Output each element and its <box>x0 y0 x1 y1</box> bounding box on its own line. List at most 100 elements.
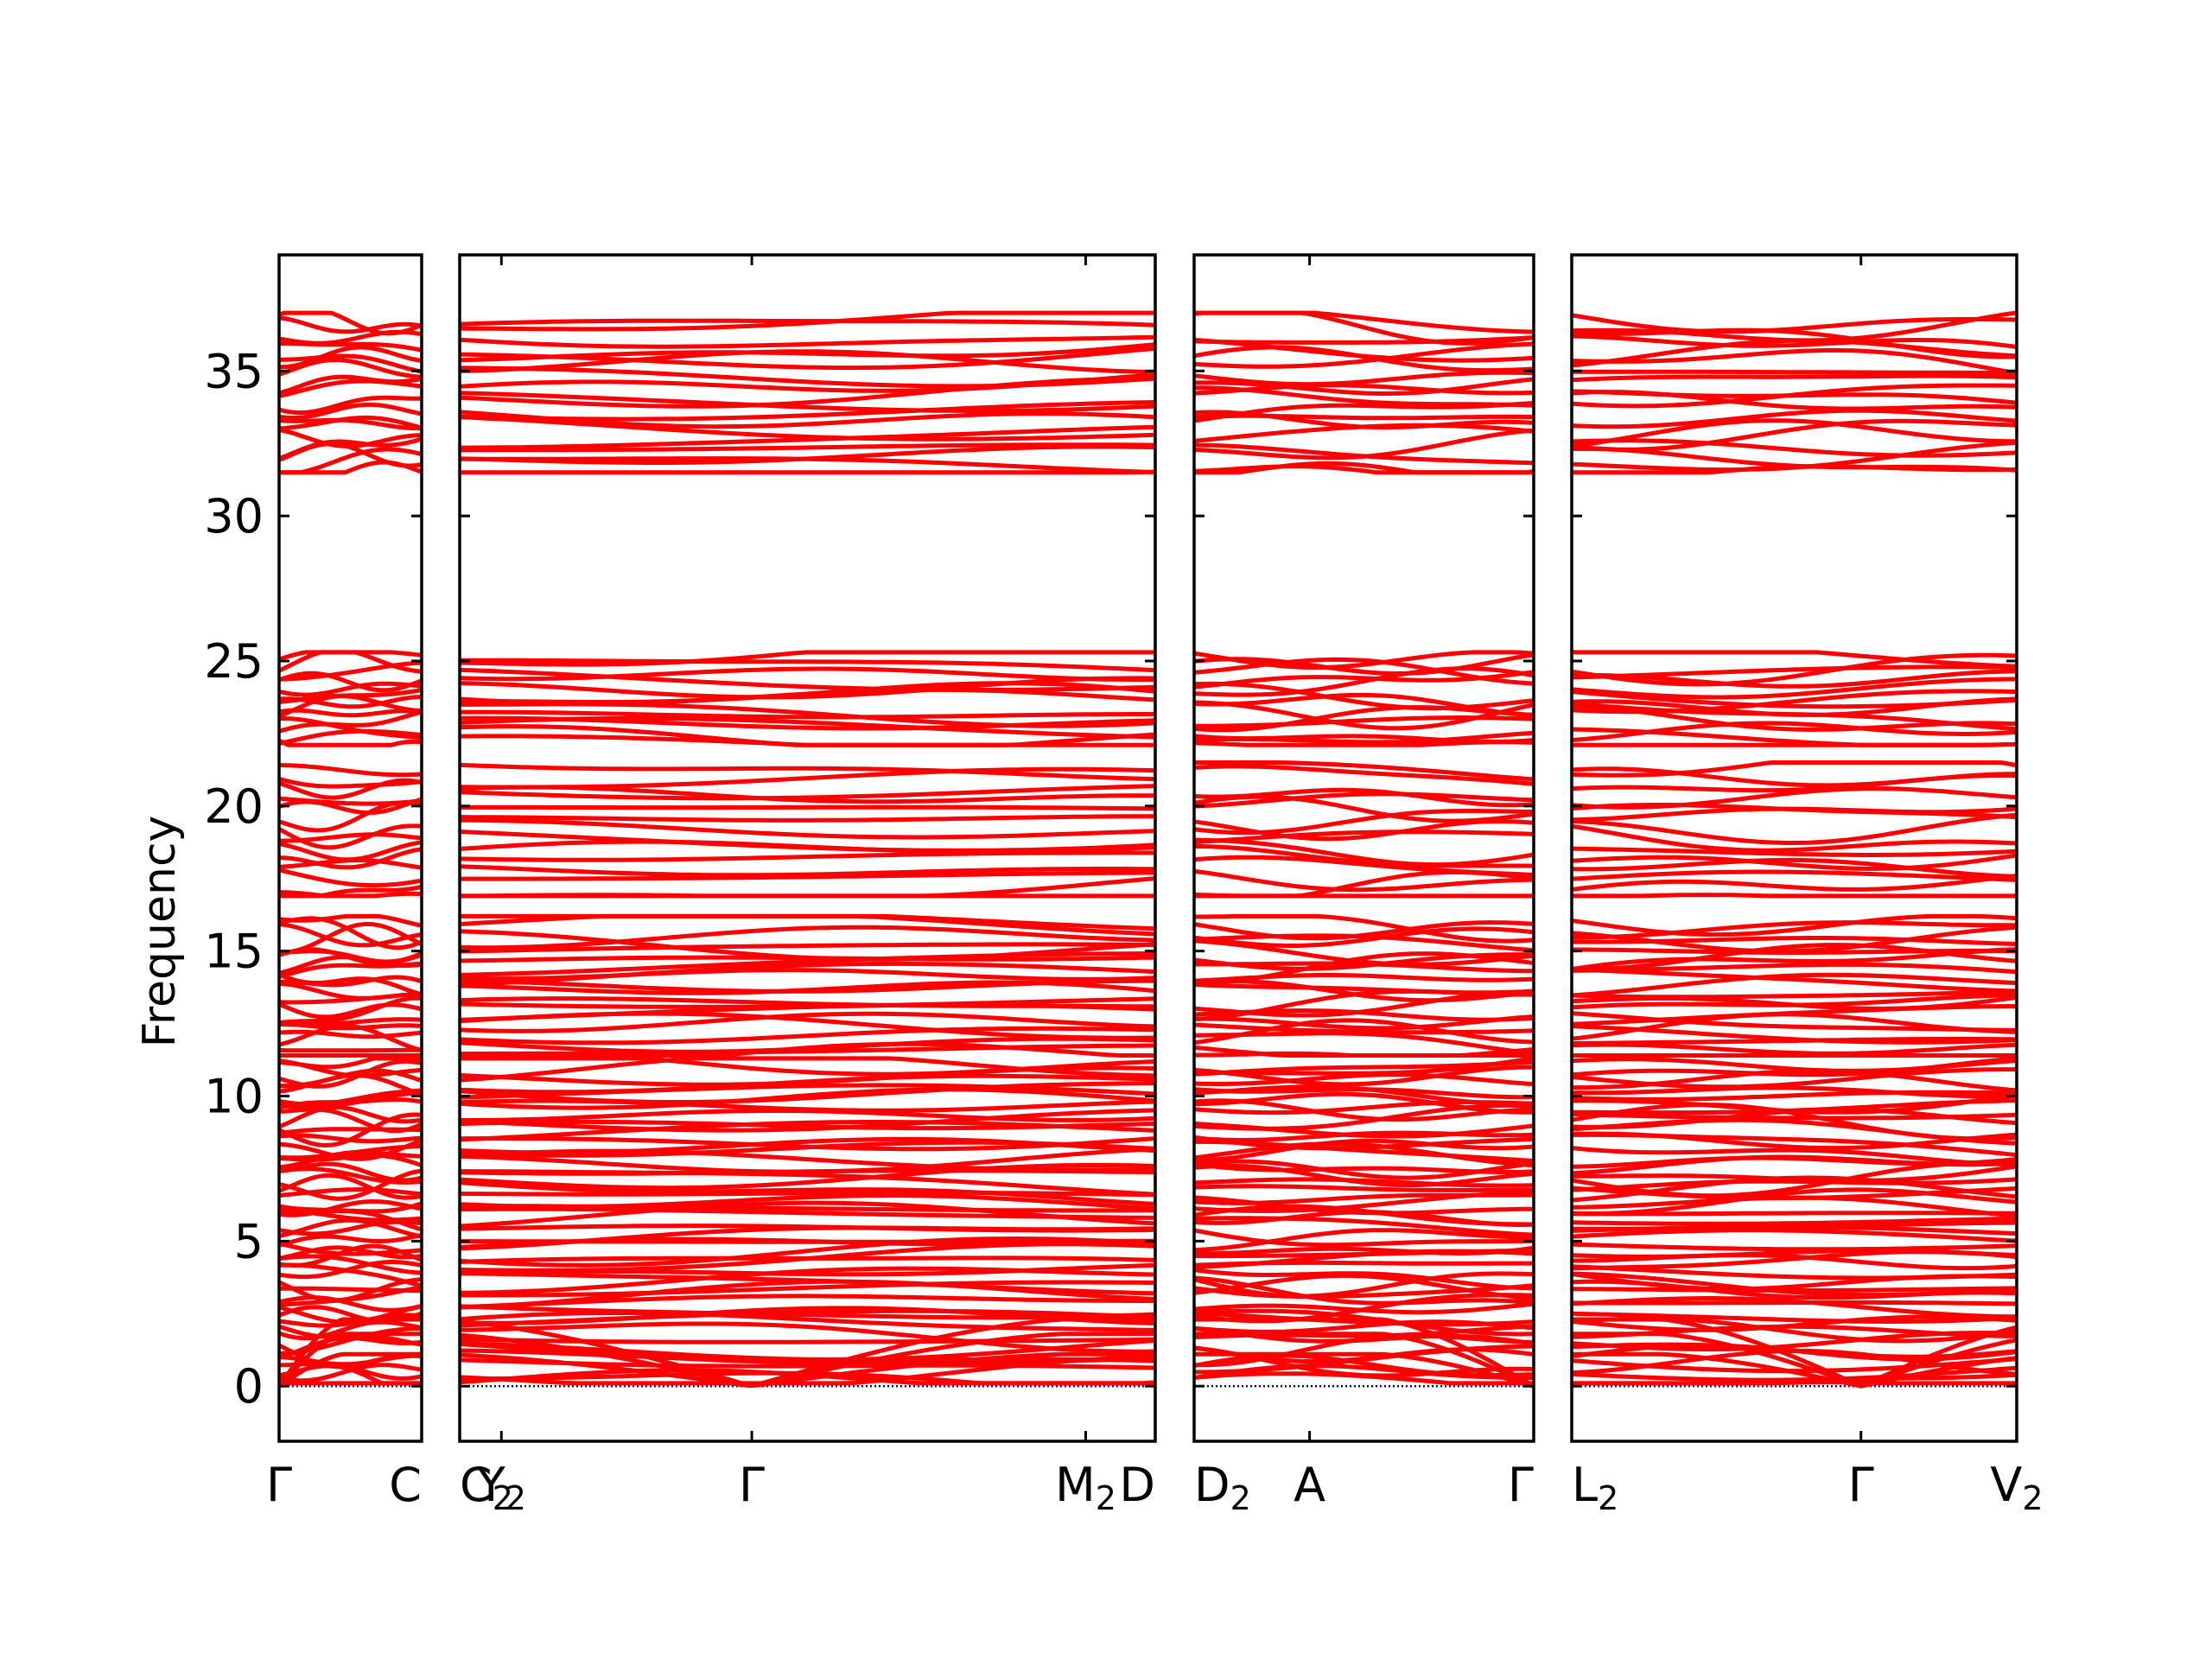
phonon-band <box>1194 1018 1534 1046</box>
phonon-band <box>279 428 422 448</box>
y-tick-label: 20 <box>204 779 264 834</box>
phonon-band <box>460 1224 1155 1233</box>
phonon-band <box>460 1087 1155 1110</box>
phonon-band <box>1572 1057 2017 1073</box>
phonon-band <box>279 763 422 778</box>
phonon-band <box>1194 1045 1534 1058</box>
phonon-band <box>1572 1164 2017 1183</box>
phonon-band <box>460 650 1155 667</box>
phonon-band <box>460 913 1155 931</box>
phonon-band <box>1572 846 2017 857</box>
phonon-band <box>1572 440 2017 473</box>
phonon-band <box>1572 1311 2017 1324</box>
phonon-band <box>460 830 1155 853</box>
phonon-band <box>460 876 1155 899</box>
phonon-band <box>1194 1308 1534 1337</box>
bands-p1 <box>279 310 422 1389</box>
phonon-band <box>279 660 422 682</box>
phonon-band <box>1194 1141 1534 1168</box>
phonon-band <box>279 913 422 928</box>
phonon-band <box>279 1056 422 1070</box>
phonon-band <box>1572 669 2017 689</box>
phonon-band <box>1194 310 1534 334</box>
phonon-band <box>1194 1163 1534 1188</box>
phonon-band <box>1572 664 2017 680</box>
phonon-band <box>1572 967 2017 994</box>
phonon-band <box>1572 869 2017 882</box>
phonon-band <box>1194 952 1534 971</box>
phonon-band <box>460 666 1155 682</box>
phonon-band <box>279 436 422 461</box>
phonon-band <box>279 982 422 1001</box>
phonon-band <box>460 1236 1155 1268</box>
phonon-band <box>1572 857 2017 879</box>
phonon-band <box>1194 926 1534 948</box>
phonon-band <box>279 1017 422 1027</box>
phonon-band <box>1194 734 1534 744</box>
phonon-band <box>1572 760 2017 778</box>
phonon-band <box>1572 1216 2017 1226</box>
phonon-band <box>1194 1056 1534 1076</box>
phonon-band <box>279 315 422 334</box>
phonon-band <box>1572 327 2017 359</box>
phonon-band <box>460 1056 1155 1077</box>
phonon-band <box>279 922 422 948</box>
phonon-band <box>279 1088 422 1107</box>
phonon-band <box>1194 1228 1534 1248</box>
phonon-band <box>460 968 1155 982</box>
phonon-band <box>1194 1161 1534 1174</box>
phonon-band <box>1194 1271 1534 1299</box>
x-tick-label: C2 <box>460 1458 513 1517</box>
phonon-band <box>1572 408 2017 429</box>
phonon-band <box>279 1112 422 1147</box>
phonon-band <box>1194 1135 1534 1151</box>
phonon-band <box>1572 1316 2017 1344</box>
phonon-band <box>1194 1324 1534 1340</box>
phonon-band <box>460 1193 1155 1211</box>
phonon-band <box>1572 766 2017 788</box>
phonon-band <box>460 925 1155 950</box>
phonon-band <box>460 942 1155 954</box>
phonon-band <box>279 1001 422 1020</box>
phonon-band <box>1572 313 2017 334</box>
phonon-band <box>1194 830 1534 845</box>
phonon-band <box>1194 1022 1534 1035</box>
phonon-band <box>1194 920 1534 941</box>
phonon-band <box>1572 418 2017 448</box>
phonon-band <box>460 1180 1155 1206</box>
phonon-band <box>1194 760 1534 782</box>
phonon-band <box>279 868 422 888</box>
phonon-band <box>1572 1211 2017 1217</box>
phonon-band <box>1194 377 1534 396</box>
phonon-band <box>1194 1103 1534 1131</box>
phonon-band <box>1572 1249 2017 1259</box>
phonon-band <box>279 1168 422 1201</box>
phonon-band <box>1194 1087 1534 1100</box>
phonon-band <box>1572 1155 2017 1169</box>
phonon-band <box>460 1368 1155 1386</box>
phonon-band <box>279 374 422 396</box>
phonon-band <box>279 310 422 336</box>
phonon-band <box>1194 1065 1534 1087</box>
phonon-band <box>460 1271 1155 1296</box>
phonon-band <box>1194 1091 1534 1115</box>
phonon-band <box>1194 681 1534 711</box>
phonon-band <box>460 864 1155 878</box>
phonon-band <box>460 1108 1155 1133</box>
phonon-band <box>279 716 422 741</box>
phonon-band <box>1572 1365 2017 1382</box>
phonon-band <box>460 1321 1155 1354</box>
phonon-band <box>279 1143 422 1160</box>
phonon-band <box>279 1305 422 1324</box>
phonon-band <box>460 978 1155 994</box>
phonon-band <box>1194 1216 1534 1237</box>
panel-p3: D2 A Γ <box>1192 253 1535 1517</box>
phonon-band <box>1194 1283 1534 1300</box>
phonon-band <box>1194 652 1534 676</box>
phonon-band <box>1572 438 2017 458</box>
phonon-band <box>279 1058 422 1089</box>
phonon-band <box>279 688 422 704</box>
phonon-band <box>460 1081 1155 1104</box>
phonon-band <box>460 1355 1155 1386</box>
